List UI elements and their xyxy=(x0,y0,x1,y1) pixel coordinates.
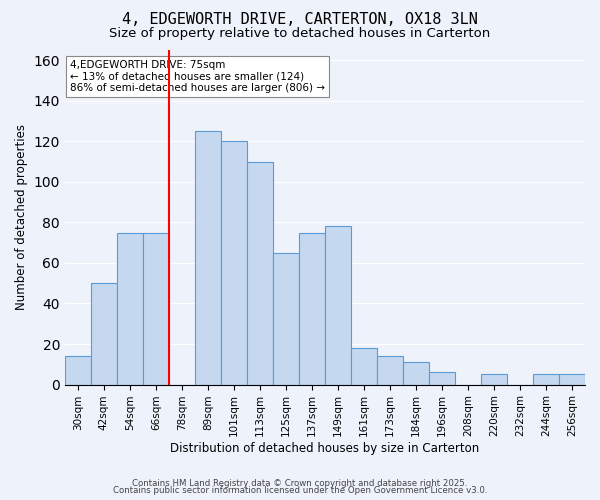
Text: Contains public sector information licensed under the Open Government Licence v3: Contains public sector information licen… xyxy=(113,486,487,495)
Bar xyxy=(117,232,143,384)
Bar xyxy=(429,372,455,384)
Bar xyxy=(299,232,325,384)
Y-axis label: Number of detached properties: Number of detached properties xyxy=(15,124,28,310)
Bar xyxy=(143,232,169,384)
X-axis label: Distribution of detached houses by size in Carterton: Distribution of detached houses by size … xyxy=(170,442,479,455)
Bar xyxy=(377,356,403,384)
Bar xyxy=(273,253,299,384)
Bar xyxy=(559,374,585,384)
Bar xyxy=(351,348,377,385)
Bar xyxy=(325,226,351,384)
Text: 4, EDGEWORTH DRIVE, CARTERTON, OX18 3LN: 4, EDGEWORTH DRIVE, CARTERTON, OX18 3LN xyxy=(122,12,478,28)
Bar xyxy=(221,142,247,384)
Bar xyxy=(403,362,429,384)
Bar xyxy=(247,162,273,384)
Text: Contains HM Land Registry data © Crown copyright and database right 2025.: Contains HM Land Registry data © Crown c… xyxy=(132,478,468,488)
Bar xyxy=(65,356,91,384)
Bar xyxy=(195,131,221,384)
Bar xyxy=(533,374,559,384)
Text: 4,EDGEWORTH DRIVE: 75sqm
← 13% of detached houses are smaller (124)
86% of semi-: 4,EDGEWORTH DRIVE: 75sqm ← 13% of detach… xyxy=(70,60,325,93)
Bar xyxy=(481,374,507,384)
Bar xyxy=(91,283,117,384)
Text: Size of property relative to detached houses in Carterton: Size of property relative to detached ho… xyxy=(109,28,491,40)
